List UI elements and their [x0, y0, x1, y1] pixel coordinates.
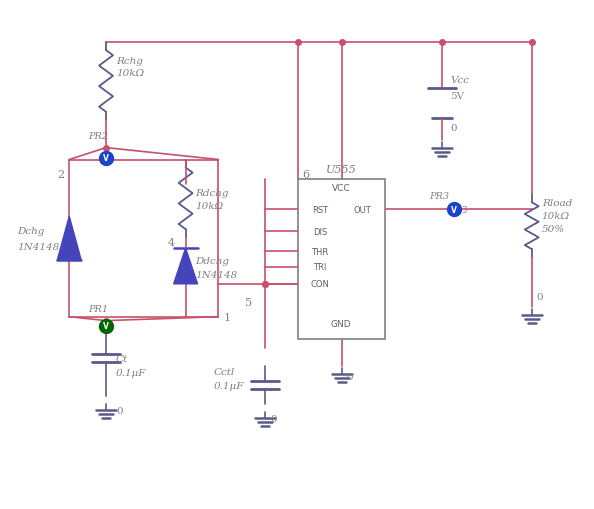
- Text: Rload: Rload: [542, 199, 572, 207]
- Text: 2: 2: [57, 170, 64, 180]
- Polygon shape: [57, 217, 81, 261]
- Text: PR3: PR3: [429, 191, 450, 201]
- Text: 0.1μF: 0.1μF: [116, 368, 147, 377]
- Text: 0: 0: [116, 406, 122, 415]
- Text: 0: 0: [347, 372, 353, 381]
- Text: Ddchg: Ddchg: [195, 257, 229, 266]
- Text: 1N4148: 1N4148: [18, 242, 60, 251]
- Text: VCC: VCC: [332, 184, 350, 192]
- Text: 3: 3: [461, 205, 466, 214]
- Text: Rchg: Rchg: [116, 56, 143, 66]
- Text: 10kΩ: 10kΩ: [542, 211, 570, 220]
- Text: Rdchg: Rdchg: [195, 188, 229, 197]
- Text: 1N4148: 1N4148: [195, 271, 238, 280]
- Text: 0.1μF: 0.1μF: [213, 381, 244, 390]
- Text: CON: CON: [311, 280, 329, 289]
- Text: U555: U555: [326, 165, 357, 175]
- Text: 10kΩ: 10kΩ: [116, 69, 144, 78]
- Text: 6: 6: [302, 170, 309, 180]
- Text: Dchg: Dchg: [18, 226, 45, 235]
- Text: 1: 1: [223, 312, 230, 322]
- Polygon shape: [173, 248, 198, 285]
- Text: 5V: 5V: [450, 92, 465, 101]
- Text: 10kΩ: 10kΩ: [195, 202, 224, 210]
- Text: TRI: TRI: [313, 263, 327, 272]
- Text: 0: 0: [537, 293, 544, 302]
- Text: V: V: [103, 322, 109, 330]
- Bar: [298, 180, 384, 339]
- Text: 50%: 50%: [542, 224, 565, 233]
- Text: THR: THR: [311, 247, 328, 256]
- Text: V: V: [103, 154, 109, 163]
- Text: Ct: Ct: [116, 354, 128, 363]
- Text: 0: 0: [270, 414, 277, 423]
- Text: 4: 4: [168, 238, 175, 247]
- Text: V: V: [451, 205, 457, 214]
- Text: Cctl: Cctl: [213, 367, 235, 376]
- Text: 0: 0: [450, 124, 457, 133]
- Text: Vcc: Vcc: [450, 76, 469, 86]
- Text: PR1: PR1: [88, 304, 108, 314]
- Text: 5: 5: [245, 297, 252, 307]
- Text: OUT: OUT: [354, 205, 371, 214]
- Text: RST: RST: [312, 205, 328, 214]
- Text: DIS: DIS: [313, 227, 327, 236]
- Text: GND: GND: [331, 320, 352, 328]
- Text: PR2: PR2: [88, 132, 108, 141]
